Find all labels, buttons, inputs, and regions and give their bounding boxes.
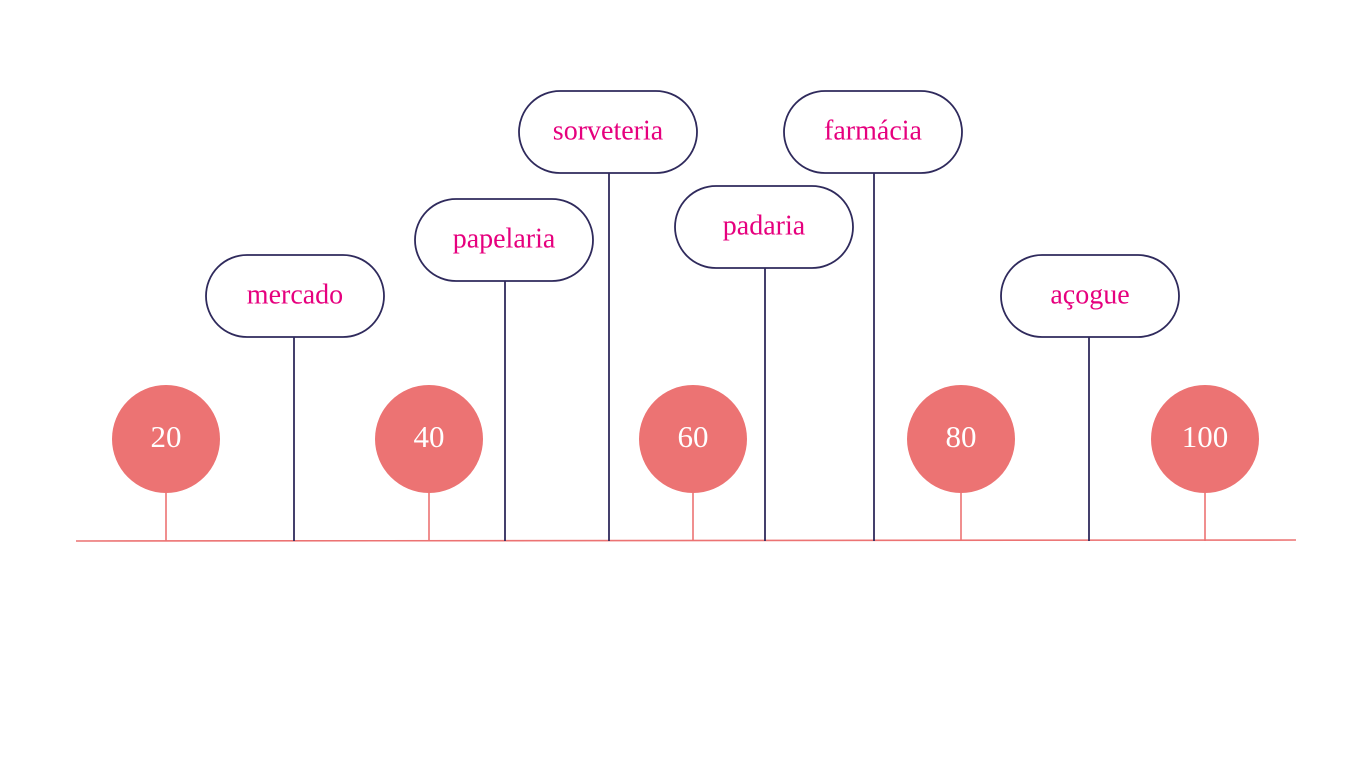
place-label: sorveteria [553,115,664,146]
places-group: mercado papelaria sorveteria padaria farmáci… [205,90,1180,541]
place-label: farmácia [824,115,922,146]
marker-circle [639,385,747,493]
marker-circle [375,385,483,493]
marker-20: 20 [112,385,220,541]
marker-label: 60 [678,419,709,454]
place-5: açogue [1000,254,1180,541]
place-box [674,185,854,269]
markers-group: 20 40 60 80 100 [112,385,1259,541]
marker-circle [112,385,220,493]
place-box [1000,254,1180,338]
marker-40: 40 [375,385,483,541]
place-box [518,90,698,174]
place-box [205,254,385,338]
marker-60: 60 [639,385,747,541]
place-2: sorveteria [518,90,698,541]
marker-circle [1151,385,1259,493]
place-label: papelaria [453,223,556,254]
marker-label: 40 [414,419,445,454]
marker-80: 80 [907,385,1015,541]
place-label: açogue [1050,279,1129,310]
place-box [414,198,594,282]
place-label: mercado [247,279,343,310]
place-0: mercado [205,254,385,541]
marker-100: 100 [1151,385,1259,541]
place-4: farmácia [783,90,963,541]
marker-label: 20 [151,419,182,454]
place-box [783,90,963,174]
marker-circle [907,385,1015,493]
marker-label: 80 [946,419,977,454]
place-label: padaria [723,210,806,241]
place-3: padaria [674,185,854,541]
marker-label: 100 [1182,419,1229,454]
number-line-axis [75,539,1297,542]
place-1: papelaria [414,198,594,541]
